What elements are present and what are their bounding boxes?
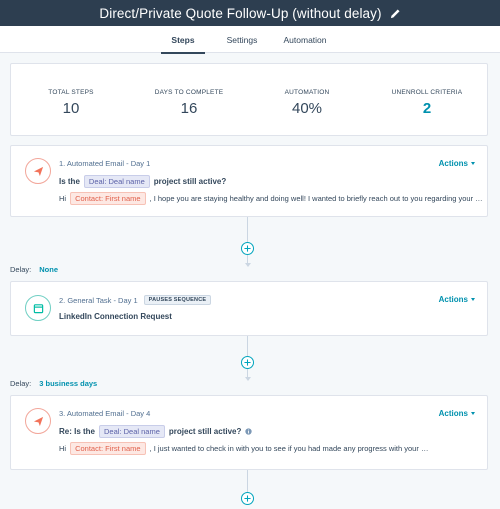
pencil-icon[interactable]	[390, 8, 401, 19]
sequence-header: Direct/Private Quote Follow-Up (without …	[0, 0, 500, 26]
arrow-down-icon	[244, 377, 251, 381]
tab-automation[interactable]: Automation	[283, 34, 327, 45]
sequence-stats-card: TOTAL STEPS 10 DAYS TO COMPLETE 16 AUTOM…	[10, 63, 488, 136]
email-subject: Is the Deal: Deal name project still act…	[59, 175, 226, 188]
stat-label: AUTOMATION	[284, 89, 330, 96]
actions-label: Actions	[438, 409, 468, 418]
paper-plane-icon	[25, 408, 51, 434]
paper-plane-icon	[25, 158, 51, 184]
step-title: 1. Automated Email - Day 1	[59, 159, 151, 168]
step-card-2[interactable]: 2. General Task - Day 1 PAUSES SEQUENCE …	[10, 281, 488, 336]
actions-dropdown[interactable]: Actions	[439, 159, 475, 168]
sequence-title: Direct/Private Quote Follow-Up (without …	[99, 5, 382, 21]
unenroll-criteria-link[interactable]: 2	[422, 100, 432, 117]
subject-suffix: project still active?	[168, 427, 242, 436]
body-prefix: Hi	[59, 194, 67, 203]
body-suffix: , I hope you are staying healthy and doi…	[149, 194, 483, 203]
calendar-icon	[25, 295, 51, 321]
subject-prefix: Re: Is the	[59, 427, 96, 436]
tab-steps[interactable]: Steps	[161, 26, 205, 54]
step-card-1[interactable]: 1. Automated Email - Day 1 Actions Is th…	[10, 145, 488, 217]
delay-value[interactable]: None	[39, 265, 59, 274]
step-title: 2. General Task - Day 1 PAUSES SEQUENCE	[59, 295, 212, 305]
contact-first-name-token: Contact: First name	[70, 192, 146, 205]
deal-name-token: Deal: Deal name	[99, 425, 165, 438]
caret-down-icon	[471, 412, 475, 415]
deal-name-token: Deal: Deal name	[83, 175, 150, 188]
caret-down-icon	[471, 298, 475, 301]
stat-label: UNENROLL CRITERIA	[391, 89, 463, 96]
actions-label: Actions	[438, 159, 468, 168]
connector-line	[247, 217, 248, 242]
connector-line	[247, 470, 248, 492]
connector-line	[247, 369, 248, 377]
pauses-sequence-badge: PAUSES SEQUENCE	[143, 295, 212, 305]
delay-2: Delay: 3 business days	[10, 379, 97, 388]
stat-label: DAYS TO COMPLETE	[154, 89, 224, 96]
email-subject: Re: Is the Deal: Deal name project still…	[59, 425, 253, 438]
add-step-button[interactable]	[241, 492, 254, 505]
step-title: 3. Automated Email - Day 4	[59, 409, 151, 418]
tab-settings[interactable]: Settings	[226, 34, 258, 45]
actions-dropdown[interactable]: Actions	[439, 295, 475, 304]
caret-down-icon	[471, 162, 475, 165]
stat-value: 10	[62, 100, 80, 117]
email-body-preview: Hi Contact: First name , I just wanted t…	[59, 442, 428, 455]
connector-line	[247, 255, 248, 263]
contact-first-name-token: Contact: First name	[70, 442, 146, 455]
arrow-down-icon	[244, 263, 251, 267]
email-body-preview: Hi Contact: First name , I hope you are …	[59, 192, 483, 205]
stat-unenroll-criteria: UNENROLL CRITERIA 2	[367, 64, 487, 117]
add-step-button[interactable]	[241, 356, 254, 369]
stat-label: TOTAL STEPS	[48, 89, 94, 96]
connector-line	[247, 336, 248, 356]
stat-automation: AUTOMATION 40%	[247, 64, 367, 117]
tab-bar: Steps Settings Automation	[0, 26, 500, 54]
delay-1: Delay: None	[10, 265, 58, 274]
step-card-3[interactable]: 3. Automated Email - Day 4 Actions Re: I…	[10, 395, 488, 470]
add-step-button[interactable]	[241, 242, 254, 255]
stat-value: 16	[180, 100, 198, 117]
subject-suffix: project still active?	[153, 177, 227, 186]
body-suffix: , I just wanted to check in with you to …	[149, 444, 429, 453]
delay-value[interactable]: 3 business days	[39, 379, 98, 388]
stat-value: 40%	[291, 100, 323, 117]
info-icon[interactable]	[245, 428, 253, 435]
delay-label: Delay:	[10, 265, 32, 274]
stat-days-to-complete: DAYS TO COMPLETE 16	[129, 64, 249, 117]
delay-label: Delay:	[10, 379, 32, 388]
stat-total-steps: TOTAL STEPS 10	[11, 64, 131, 117]
actions-dropdown[interactable]: Actions	[439, 409, 475, 418]
actions-label: Actions	[438, 295, 468, 304]
task-name: LinkedIn Connection Request	[59, 312, 172, 321]
subject-prefix: Is the	[59, 177, 80, 186]
body-prefix: Hi	[59, 444, 67, 453]
step-title-text: 2. General Task - Day 1	[59, 295, 138, 305]
